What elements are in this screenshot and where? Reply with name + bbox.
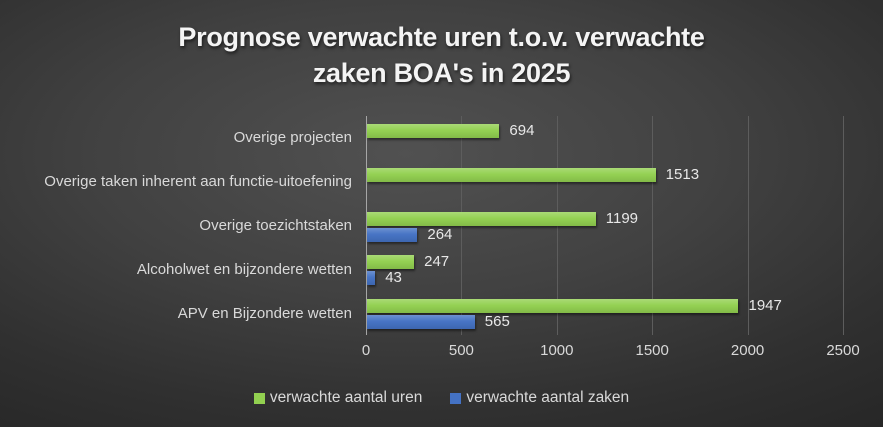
legend: verwachte aantal uren verwachte aantal za… bbox=[0, 389, 883, 407]
bar-zaken-4 bbox=[367, 315, 475, 330]
bar-uren-4 bbox=[367, 299, 739, 314]
data-label-uren-3: 247 bbox=[424, 253, 450, 271]
bar-uren-3 bbox=[367, 255, 415, 270]
bar-uren-2 bbox=[367, 211, 596, 226]
category-label-1: Overige taken inherent aan functie-uitoe… bbox=[44, 173, 352, 191]
category-axis-labels: Overige projecten Overige taken inherent … bbox=[0, 116, 352, 335]
x-tick-label-2000: 2000 bbox=[730, 342, 765, 359]
bar-uren-1 bbox=[367, 167, 656, 182]
category-label-0: Overige projecten bbox=[233, 129, 352, 147]
legend-label-zaken: verwachte aantal zaken bbox=[466, 389, 630, 406]
legend-item-zaken: verwachte aantal zaken bbox=[450, 389, 629, 407]
chart-title: Prognose verwachte uren t.o.v. verwachte… bbox=[0, 19, 883, 91]
legend-item-uren: verwachte aantal uren bbox=[253, 389, 423, 407]
plot-area: 694 1513 1199 264 247 43 1947 565 bbox=[366, 116, 844, 335]
x-tick-label-0: 0 bbox=[361, 342, 371, 359]
y-axis-line bbox=[366, 116, 367, 335]
value-gridline-2000 bbox=[747, 116, 749, 335]
bar-zaken-2 bbox=[367, 227, 418, 242]
value-axis-labels: 0 500 1000 1500 2000 2500 bbox=[362, 342, 860, 360]
data-label-uren-4: 1947 bbox=[748, 297, 782, 315]
chart-title-line-2: zaken BOA's in 2025 bbox=[312, 58, 571, 88]
value-gridline-2500 bbox=[843, 116, 844, 335]
category-label-2: Overige toezichtstaken bbox=[199, 216, 352, 234]
category-label-4: APV en Bijzondere wetten bbox=[177, 304, 352, 322]
data-label-uren-0: 694 bbox=[509, 122, 535, 139]
x-tick-label-500: 500 bbox=[448, 342, 474, 359]
x-tick-label-1000: 1000 bbox=[540, 342, 574, 359]
category-label-3: Alcoholwet en bijzondere wetten bbox=[136, 260, 352, 278]
chart-title-line-1: Prognose verwachte uren t.o.v. verwachte bbox=[178, 22, 705, 52]
bar-zaken-3 bbox=[367, 271, 376, 286]
legend-swatch-zaken bbox=[450, 392, 462, 404]
legend-label-uren: verwachte aantal uren bbox=[269, 389, 423, 406]
data-label-uren-1: 1513 bbox=[665, 165, 700, 183]
data-label-zaken-2: 264 bbox=[427, 225, 453, 243]
legend-swatch-uren bbox=[253, 392, 265, 404]
x-tick-label-2500: 2500 bbox=[826, 342, 860, 359]
data-label-uren-2: 1199 bbox=[605, 209, 639, 227]
x-tick-label-1500: 1500 bbox=[635, 342, 669, 359]
bar-uren-0 bbox=[367, 124, 500, 138]
value-gridline-1500 bbox=[652, 116, 654, 335]
data-label-zaken-4: 565 bbox=[484, 313, 510, 331]
data-label-zaken-3: 43 bbox=[385, 269, 402, 287]
